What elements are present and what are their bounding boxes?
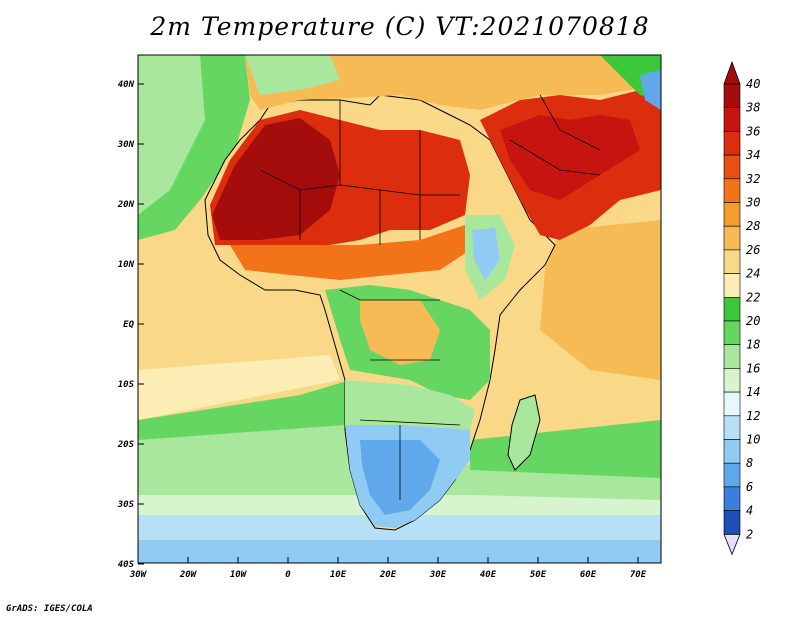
colorbar-segment xyxy=(723,391,741,417)
colorbar-segment xyxy=(723,486,741,511)
colorbar-label: 16 xyxy=(746,361,760,375)
colorbar-segment xyxy=(723,202,741,227)
lat-tick-label: 20S xyxy=(117,440,135,450)
lon-tick-label: 0 xyxy=(285,570,291,580)
colorbar-label: 26 xyxy=(746,243,760,257)
sahel-warm xyxy=(230,225,470,280)
colorbar-segment xyxy=(723,439,741,464)
lon-tick-label: 60E xyxy=(580,570,597,580)
colorbar: 40 38 36 34 32 30 28 26 24 22 20 18 16 14 12 10 8 6 4 2 xyxy=(723,60,760,556)
colorbar-label: 36 xyxy=(745,124,760,138)
lat-tick-label: 10N xyxy=(118,260,135,270)
colorbar-segment xyxy=(723,83,741,109)
map-frame xyxy=(137,54,662,564)
map-title: 2m Temperature (C) VT:2021070818 xyxy=(150,12,650,41)
colorbar-label: 8 xyxy=(746,456,753,470)
ethiopia-cool-core xyxy=(472,228,500,280)
north-atlantic-cooler xyxy=(138,55,205,215)
lon-tick-label: 30E xyxy=(429,570,447,580)
lat-tick-label: 40N xyxy=(118,80,135,90)
atlantic-cooler-band xyxy=(138,425,350,480)
lon-tick-label: 50E xyxy=(530,570,547,580)
colorbar-label: 14 xyxy=(746,385,760,399)
madagascar xyxy=(507,394,541,471)
mediterranean-band xyxy=(245,55,661,110)
lon-tick-label: 70E xyxy=(630,570,647,580)
colorbar-label: 12 xyxy=(746,409,760,423)
colorbar-label: 38 xyxy=(745,101,760,115)
temperature-field xyxy=(138,55,661,563)
south-ocean-band-10 xyxy=(138,540,661,563)
lon-tick-label: 10W xyxy=(230,570,248,580)
lon-tick-label: 30W xyxy=(129,570,148,580)
congo-warm xyxy=(360,300,440,365)
colorbar-segment xyxy=(723,462,741,488)
credit-label: GrADS: IGES/COLA xyxy=(6,604,93,614)
colorbar-label: 34 xyxy=(745,148,760,162)
colorbar-segment xyxy=(723,107,741,132)
colorbar-segment xyxy=(723,131,741,156)
colorbar-label: 10 xyxy=(746,433,760,447)
colorbar-segment xyxy=(723,249,741,274)
lat-tick-label: 30S xyxy=(117,500,135,510)
colorbar-label: 22 xyxy=(746,290,760,304)
lat-tick-label: 10S xyxy=(118,380,135,390)
colorbar-segment xyxy=(723,154,741,180)
colorbar-segment xyxy=(723,368,741,393)
colorbar-top-cap xyxy=(723,60,741,85)
colorbar-segment xyxy=(723,320,741,346)
colorbar-label: 28 xyxy=(746,219,760,233)
colorbar-label: 24 xyxy=(746,267,760,281)
colorbar-bottom-cap xyxy=(723,533,741,556)
lat-tick-label: 40S xyxy=(118,560,135,570)
colorbar-label: 18 xyxy=(746,338,760,352)
colorbar-label: 30 xyxy=(745,196,760,210)
southern-africa-green xyxy=(345,380,475,430)
colorbar-segment xyxy=(723,178,741,203)
iran-cool-patch xyxy=(640,70,661,110)
sahara-hottest xyxy=(212,118,340,240)
lon-axis: 30W 20W 10W 0 10E 20E 30E 40E 50E 60E 70E xyxy=(129,557,647,580)
colorbar-segment xyxy=(723,273,741,298)
country-borders xyxy=(259,94,601,500)
colorbar-segment xyxy=(723,296,741,322)
lat-axis: 40N 30N 20N 10N EQ 10S 20S 30S 40S xyxy=(117,80,144,570)
europe-cool xyxy=(245,55,340,95)
colorbar-segment xyxy=(723,225,741,251)
indian-ocean-cooler xyxy=(470,470,661,500)
colorbar-label: 4 xyxy=(746,504,753,518)
colorbar-label: 40 xyxy=(746,77,760,91)
lon-tick-label: 20W xyxy=(179,570,198,580)
colorbar-label: 32 xyxy=(745,172,760,186)
arabia-hottest xyxy=(500,115,640,200)
lat-tick-label: 20N xyxy=(117,200,135,210)
colorbar-segment xyxy=(723,510,741,535)
colorbar-label: 6 xyxy=(746,480,753,494)
colorbar-label: 2 xyxy=(746,527,753,541)
colorbar-segment xyxy=(723,415,741,440)
colorbar-label: 20 xyxy=(746,314,760,328)
lon-tick-label: 20E xyxy=(379,570,397,580)
lon-tick-label: 10E xyxy=(330,570,347,580)
lat-tick-label: 30N xyxy=(117,140,135,150)
arabian-sea-warm xyxy=(540,220,661,380)
lat-tick-label: EQ xyxy=(123,320,134,330)
lon-tick-label: 40E xyxy=(480,570,497,580)
atlantic-warm-band xyxy=(138,355,340,420)
colorbar-segment xyxy=(723,344,741,369)
